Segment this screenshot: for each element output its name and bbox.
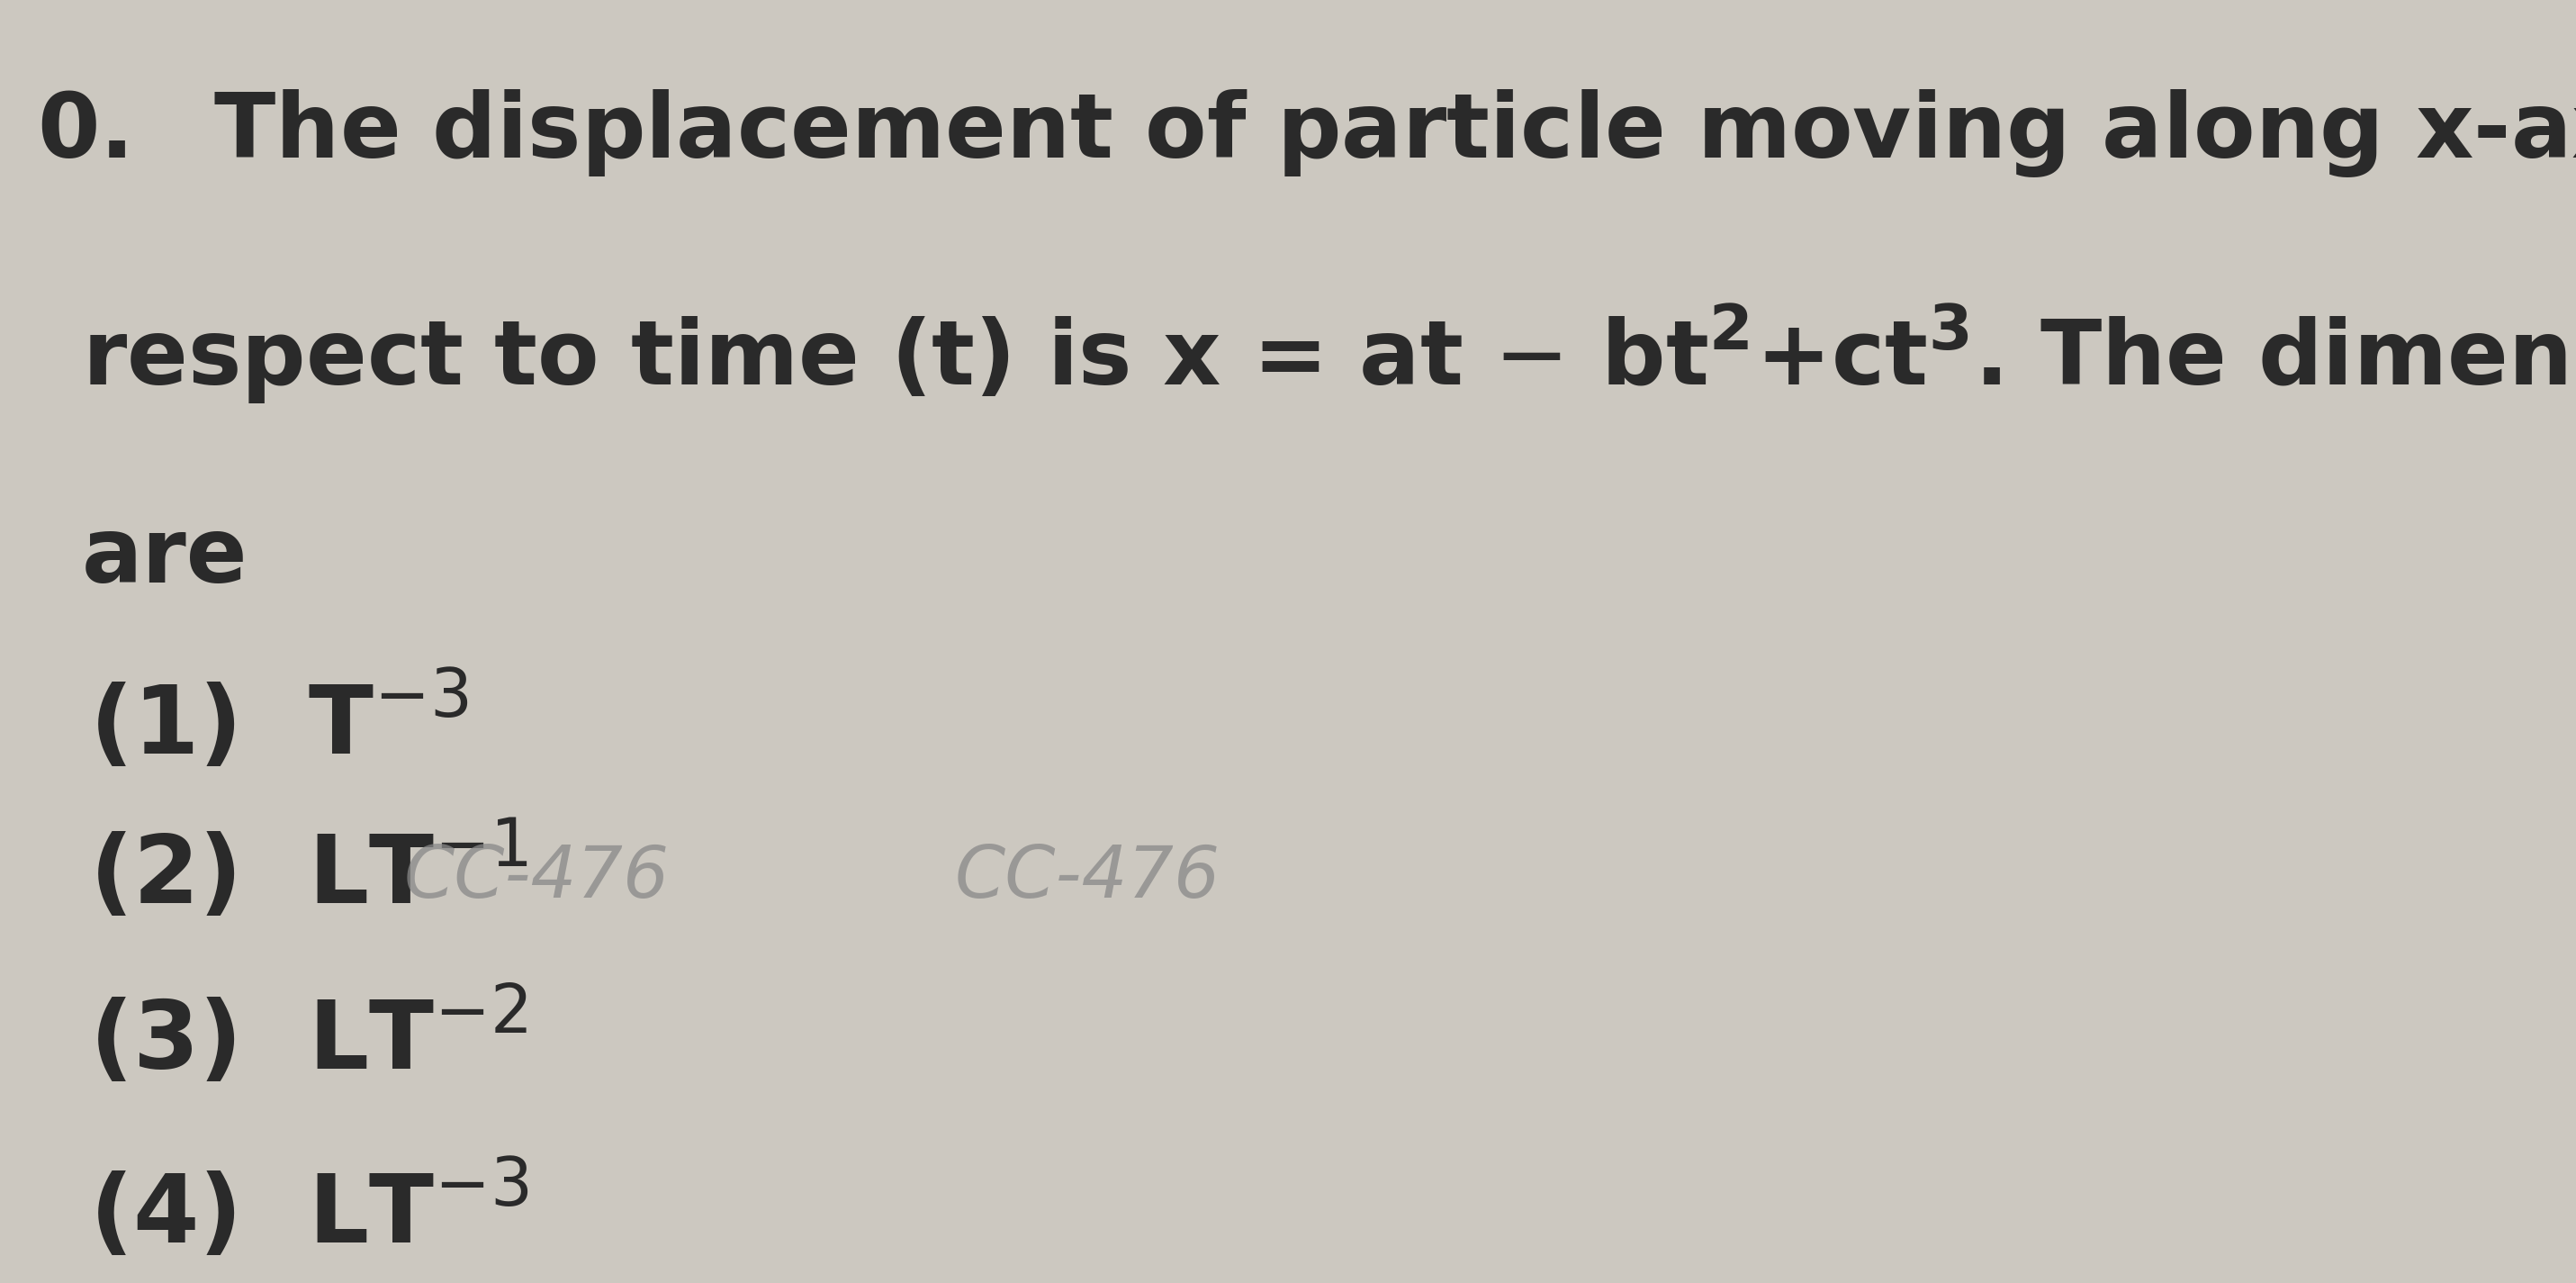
Text: are: are bbox=[82, 514, 247, 602]
Text: (1)  T$^{-3}$: (1) T$^{-3}$ bbox=[90, 671, 469, 774]
Text: $\mathbf{0.}$  The displacement of particle moving along x-axis with: $\mathbf{0.}$ The displacement of partic… bbox=[36, 87, 2576, 180]
Text: (4)  LT$^{-3}$: (4) LT$^{-3}$ bbox=[90, 1160, 528, 1262]
Text: (3)  LT$^{-2}$: (3) LT$^{-2}$ bbox=[90, 984, 528, 1089]
Text: respect to time (t) is x = at $-$ bt$^{\mathbf{2}}$+ct$^{\mathbf{3}}$. The dimen: respect to time (t) is x = at $-$ bt$^{\… bbox=[82, 302, 2576, 405]
Text: (2)  LT$^{-1}$: (2) LT$^{-1}$ bbox=[90, 821, 528, 924]
Text: CC-476: CC-476 bbox=[404, 843, 670, 912]
Text: CC-476: CC-476 bbox=[956, 843, 1221, 912]
